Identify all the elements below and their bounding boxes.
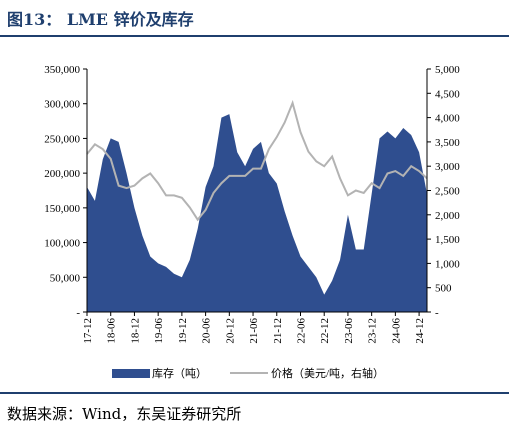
left-tick-label: 350,000	[44, 64, 80, 76]
x-tick-label: 17-12	[82, 318, 94, 344]
right-tick-label: 4,000	[435, 113, 460, 125]
x-tick-label: 21-12	[272, 318, 284, 344]
figure-title: 图13： LME 锌价及库存	[7, 10, 194, 29]
x-tick-label: 19-06	[153, 318, 165, 344]
right-tick-label: 3,500	[435, 137, 460, 149]
x-tick-label: 20-12	[224, 318, 236, 344]
right-tick-label: 2,000	[435, 210, 460, 222]
left-tick-label: 200,000	[44, 168, 80, 180]
legend-label-inventory: 库存（吨）	[152, 366, 207, 380]
x-tick-label: 22-06	[295, 318, 307, 344]
right-tick-label: 4,500	[435, 88, 460, 100]
left-tick-label: 150,000	[44, 203, 80, 215]
right-tick-label: 1,500	[435, 234, 460, 246]
left-tick-label: 50,000	[50, 272, 81, 284]
left-tick-label: -	[76, 307, 80, 319]
x-tick-label: 18-06	[106, 318, 118, 344]
x-tick-label: 21-06	[248, 318, 260, 344]
left-tick-label: 100,000	[44, 238, 80, 250]
legend-swatch-inventory	[112, 369, 150, 378]
chart: - 50,000 100,000 150,000 200,000 250,000 300,0…	[44, 64, 460, 380]
source-note: 数据来源：Wind，东吴证券研究所	[7, 405, 242, 423]
legend: 库存（吨） 价格（美元/吨，右轴）	[112, 366, 384, 380]
x-tick-label: 18-12	[129, 318, 141, 344]
right-tick-label: 5,000	[435, 64, 460, 76]
right-tick-label: -	[435, 307, 439, 319]
x-tick-label: 20-06	[201, 318, 213, 344]
right-tick-label: 3,000	[435, 161, 460, 173]
right-tick-label: 500	[435, 283, 452, 295]
x-tick-label: 23-06	[343, 318, 355, 344]
plot-area	[86, 99, 428, 312]
legend-label-price: 价格（美元/吨，右轴）	[271, 366, 384, 380]
x-tick-label: 24-06	[390, 318, 402, 344]
footer-divider	[0, 392, 509, 394]
right-tick-label: 1,000	[435, 258, 460, 270]
axes: - 50,000 100,000 150,000 200,000 250,000 300,0…	[44, 64, 460, 344]
title-divider	[0, 35, 509, 37]
price-line	[86, 99, 428, 222]
right-tick-label: 2,500	[435, 186, 460, 198]
x-tick-label: 24-12	[414, 318, 426, 344]
left-tick-label: 300,000	[44, 99, 80, 111]
left-tick-label: 250,000	[44, 133, 80, 145]
inventory-area	[87, 114, 427, 312]
x-tick-label: 23-12	[367, 318, 379, 344]
x-tick-label: 19-12	[177, 318, 189, 344]
x-tick-label: 22-12	[319, 318, 331, 344]
